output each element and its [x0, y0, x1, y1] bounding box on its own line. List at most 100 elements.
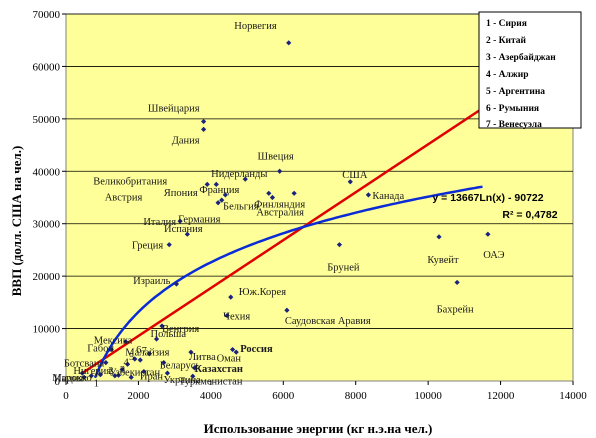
- data-point: [188, 349, 194, 355]
- point-label: Марокко: [52, 373, 91, 384]
- trendlines: [81, 107, 484, 379]
- point-label: Италия: [143, 217, 176, 228]
- point-label: Швейцария: [148, 103, 200, 114]
- y-tick-label: 40000: [33, 166, 61, 178]
- data-point: [229, 346, 236, 353]
- point-label: 3: [120, 365, 125, 376]
- point-label: Венгрия: [162, 324, 199, 335]
- data-point: [291, 190, 297, 196]
- point-label: Туркменистан: [179, 376, 243, 387]
- data-point: [485, 231, 491, 237]
- point-label: Оман: [217, 354, 242, 365]
- data-point: [201, 126, 207, 132]
- x-axis-ticks: 0 2000 4000 6000 8000 10000 12000 14000: [63, 381, 587, 402]
- data-point: [132, 356, 138, 362]
- y-tick-label: 60000: [33, 61, 61, 73]
- x-tick-label: 12000: [487, 390, 515, 402]
- data-point: [204, 181, 210, 187]
- y-axis-title: ВВП (долл. США на чел.): [9, 146, 24, 297]
- point-label: 5: [129, 352, 134, 363]
- data-point: [286, 40, 292, 46]
- data-point: [119, 366, 125, 373]
- data-point: [141, 368, 147, 375]
- x-tick-label: 0: [63, 390, 69, 402]
- linear-trendline: [81, 107, 484, 375]
- y-tick-label: 20000: [33, 271, 61, 283]
- point-label: Индия: [54, 373, 83, 384]
- data-point: [201, 118, 207, 125]
- data-point: [108, 346, 114, 353]
- data-point: [173, 281, 180, 287]
- data-point: [88, 373, 94, 379]
- data-point: [164, 370, 170, 376]
- point-label: Россия: [240, 344, 273, 355]
- data-point: [123, 339, 129, 345]
- legend-item: 5 - Аргентина: [486, 87, 545, 97]
- data-point: [224, 312, 230, 319]
- y-tick-label: 0: [55, 376, 61, 388]
- point-label: Саудовская Аравия: [285, 316, 371, 327]
- point-label: Греция: [132, 241, 164, 252]
- point-label: 1: [94, 379, 99, 390]
- trend-equation: y = 13667Ln(x) - 90722: [432, 192, 543, 204]
- point-label: Казахстан: [195, 364, 243, 375]
- point-label: Габон: [87, 344, 114, 355]
- data-point: [115, 372, 122, 378]
- data-point: [190, 373, 196, 379]
- legend-box: [478, 11, 582, 129]
- point-label: Австрия: [105, 192, 143, 203]
- data-point: [161, 360, 167, 366]
- point-label: ОАЭ: [483, 250, 504, 261]
- point-label: Франция: [199, 185, 239, 196]
- point-label: Норвегия: [234, 21, 277, 32]
- point-label: Япония: [164, 188, 198, 199]
- legend-item: 3 - Азербайджан: [486, 52, 556, 63]
- y-tick-label: 70000: [33, 9, 61, 21]
- data-point: [166, 242, 172, 248]
- data-point: [269, 194, 276, 201]
- point-labels: Норвегия Швейцария Дания Швеция США Нидерланд…: [52, 21, 504, 390]
- data-point: [159, 323, 165, 329]
- point-label: Мексика: [94, 336, 133, 347]
- point-label: Финляндия: [254, 199, 305, 210]
- point-label: Швеция: [258, 151, 294, 162]
- x-tick-label: 8000: [345, 390, 368, 402]
- x-tick-label: 14000: [559, 390, 587, 402]
- y-tick-label: 10000: [33, 324, 61, 336]
- data-point: [347, 179, 353, 185]
- y-tick-label: 50000: [33, 114, 61, 126]
- point-label: Ботсвана: [64, 359, 105, 370]
- data-point: [228, 294, 234, 300]
- point-label: Нигерия: [73, 366, 111, 377]
- point-label: Малайзия: [125, 348, 169, 359]
- data-points: [79, 40, 491, 380]
- point-label: Бруней: [327, 263, 360, 274]
- point-label: Канада: [372, 191, 404, 202]
- point-label: Украина: [163, 375, 201, 386]
- point-label: Великобритания: [93, 176, 167, 187]
- point-label: Юж.Корея: [239, 287, 286, 298]
- point-label: Беларусь: [160, 361, 201, 372]
- point-label: Испания: [164, 224, 203, 235]
- data-point: [284, 307, 290, 313]
- point-label: Нидерланды: [211, 169, 267, 180]
- point-label: Германия: [178, 215, 220, 226]
- data-point: [222, 192, 228, 198]
- r-squared: R² = 0,4782: [502, 209, 557, 221]
- point-label: 2: [108, 366, 113, 377]
- data-point: [153, 336, 160, 342]
- point-label: 6: [136, 345, 141, 356]
- data-point: [137, 357, 143, 363]
- point-label: Израиль: [133, 276, 170, 287]
- data-point: [191, 365, 198, 371]
- data-point: [277, 168, 283, 174]
- legend-item: 4 - Алжир: [486, 70, 529, 80]
- data-point: [219, 197, 225, 203]
- data-point: [436, 234, 442, 240]
- point-label: США: [342, 170, 368, 181]
- data-point: [124, 361, 131, 367]
- point-label: Кувейт: [427, 255, 459, 266]
- point-label: 4: [124, 357, 130, 368]
- point-label: Польша: [151, 329, 187, 340]
